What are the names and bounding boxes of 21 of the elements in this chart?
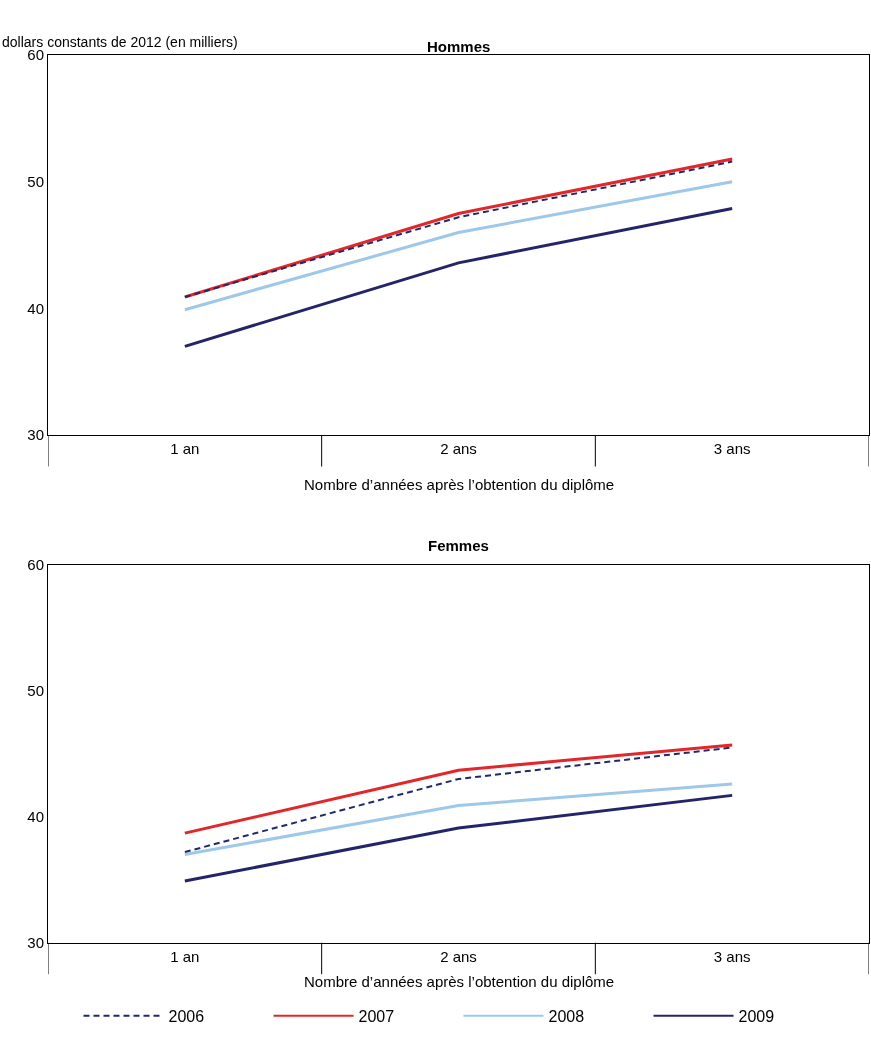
x-tick-label: 2 ans <box>440 947 477 965</box>
x-tick-label: 2 ans <box>440 440 477 458</box>
y-tick-label: 40 <box>27 299 44 317</box>
y-tick-label: 30 <box>27 426 44 444</box>
y-tick-label: 30 <box>27 933 44 951</box>
x-tick-label: 3 ans <box>713 440 751 458</box>
x-axis-title: Nombre d’années après l’obtention du diplôme <box>304 973 615 990</box>
legend-label: 2006 <box>168 1008 205 1025</box>
legend-label: 2009 <box>738 1008 775 1025</box>
x-tick-label: 1 an <box>170 947 200 965</box>
y-tick-label: 50 <box>27 173 44 191</box>
x-axis-title: Nombre d’années après l’obtention du diplôme <box>304 476 615 493</box>
y-tick-label: 60 <box>27 556 44 574</box>
x-tick-label: 3 ans <box>713 947 751 965</box>
y-tick-label: 40 <box>27 808 44 826</box>
chart-title: Hommes <box>427 38 491 55</box>
y-tick-label: 50 <box>27 682 44 700</box>
legend-label: 2007 <box>358 1008 395 1025</box>
chart-title: Femmes <box>428 537 489 554</box>
x-tick-label: 1 an <box>170 440 200 458</box>
legend-label: 2008 <box>548 1008 585 1025</box>
